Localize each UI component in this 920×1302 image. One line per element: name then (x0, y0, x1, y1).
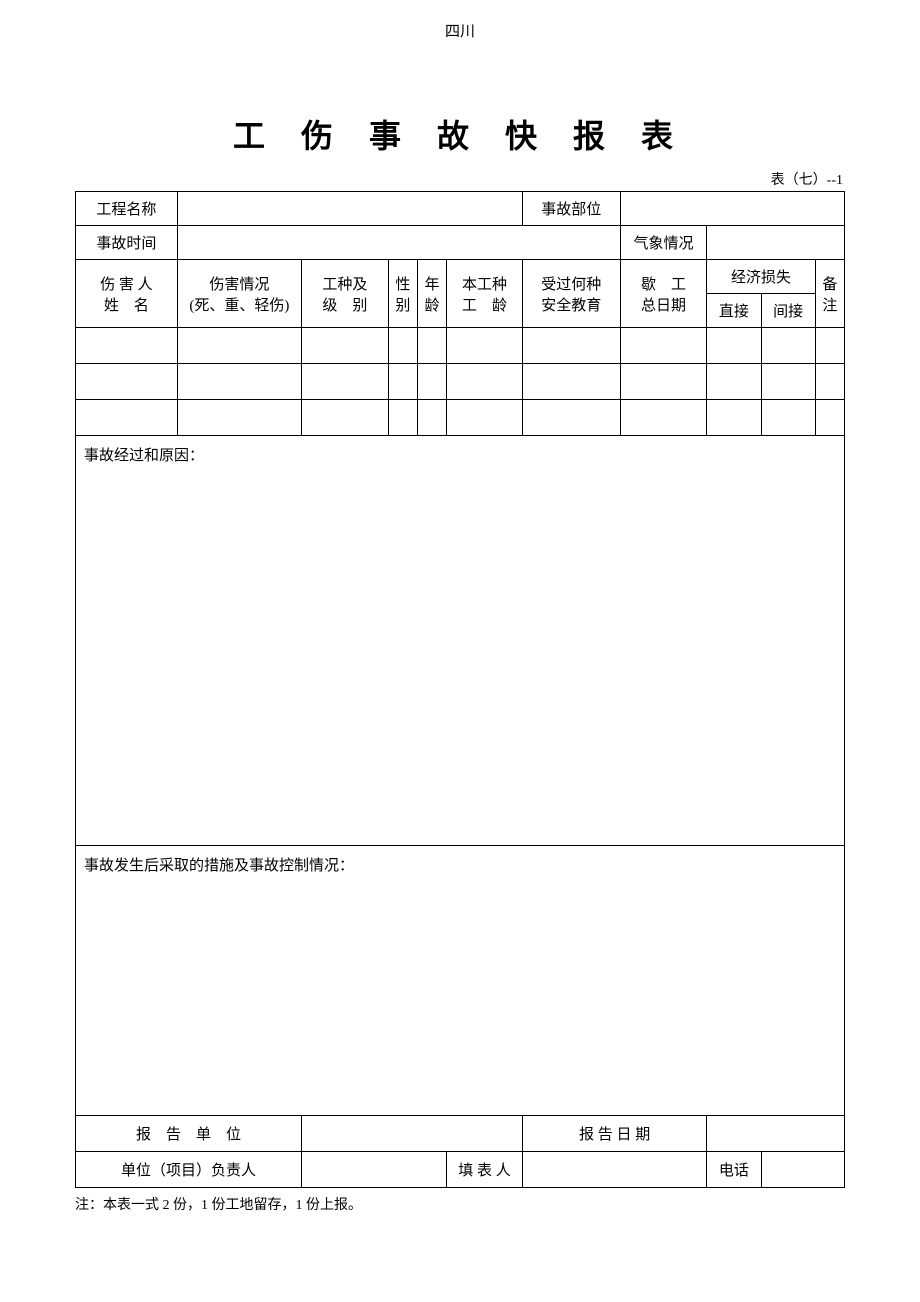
table-cell (447, 400, 523, 436)
field-accident-location (620, 192, 844, 226)
label-victim-name: 伤 害 人姓 名 (76, 260, 178, 328)
field-filler (523, 1152, 707, 1188)
table-cell (815, 364, 844, 400)
table-cell (417, 364, 446, 400)
table-cell (523, 400, 621, 436)
table-cell (761, 400, 815, 436)
label-work-type: 工种及级 别 (302, 260, 389, 328)
table-cell (417, 400, 446, 436)
table-cell (761, 364, 815, 400)
table-number: 表（七）--1 (75, 169, 845, 189)
field-report-date (707, 1116, 845, 1152)
label-phone: 电话 (707, 1152, 761, 1188)
field-weather (707, 226, 845, 260)
page-header: 四川 (75, 20, 845, 41)
table-cell (447, 328, 523, 364)
field-project-name (177, 192, 522, 226)
field-report-unit (302, 1116, 523, 1152)
table-cell (388, 364, 417, 400)
label-unit-leader: 单位（项目）负责人 (76, 1152, 302, 1188)
field-accident-time (177, 226, 620, 260)
field-unit-leader (302, 1152, 447, 1188)
table-cell (620, 328, 707, 364)
document-title: 工 伤 事 故 快 报 表 (75, 111, 845, 157)
table-cell (302, 400, 389, 436)
label-safety-edu: 受过何种安全教育 (523, 260, 621, 328)
label-work-age: 本工种工 龄 (447, 260, 523, 328)
table-cell (76, 364, 178, 400)
label-accident-time: 事故时间 (76, 226, 178, 260)
table-cell (815, 328, 844, 364)
field-phone (761, 1152, 844, 1188)
table-cell (177, 364, 301, 400)
form-table: 工程名称 事故部位 事故时间 气象情况 伤 害 人姓 名 伤害情况(死、重、轻伤… (75, 191, 845, 1188)
table-cell (707, 328, 761, 364)
section-measures: 事故发生后采取的措施及事故控制情况： (76, 846, 845, 1116)
label-report-unit: 报 告 单 位 (76, 1116, 302, 1152)
table-cell (177, 328, 301, 364)
table-cell (707, 400, 761, 436)
section-cause: 事故经过和原因： (76, 436, 845, 846)
label-indirect-loss: 间接 (761, 294, 815, 328)
label-weather: 气象情况 (620, 226, 707, 260)
table-cell (388, 328, 417, 364)
table-cell (523, 328, 621, 364)
label-injury: 伤害情况(死、重、轻伤) (177, 260, 301, 328)
table-cell (302, 328, 389, 364)
table-cell (620, 400, 707, 436)
table-cell (76, 400, 178, 436)
label-age: 年龄 (417, 260, 446, 328)
table-cell (447, 364, 523, 400)
table-cell (76, 328, 178, 364)
label-gender: 性别 (388, 260, 417, 328)
label-report-date: 报 告 日 期 (523, 1116, 707, 1152)
table-cell (707, 364, 761, 400)
label-absence: 歇 工总日期 (620, 260, 707, 328)
table-cell (302, 364, 389, 400)
table-cell (620, 364, 707, 400)
table-cell (815, 400, 844, 436)
label-remark: 备注 (815, 260, 844, 328)
footnote: 注：本表一式 2 份，1 份工地留存，1 份上报。 (75, 1194, 845, 1214)
label-econ-loss: 经济损失 (707, 260, 815, 294)
table-cell (761, 328, 815, 364)
label-project-name: 工程名称 (76, 192, 178, 226)
label-accident-location: 事故部位 (523, 192, 621, 226)
label-direct-loss: 直接 (707, 294, 761, 328)
table-cell (177, 400, 301, 436)
table-cell (388, 400, 417, 436)
table-cell (417, 328, 446, 364)
label-filler: 填 表 人 (447, 1152, 523, 1188)
table-cell (523, 364, 621, 400)
